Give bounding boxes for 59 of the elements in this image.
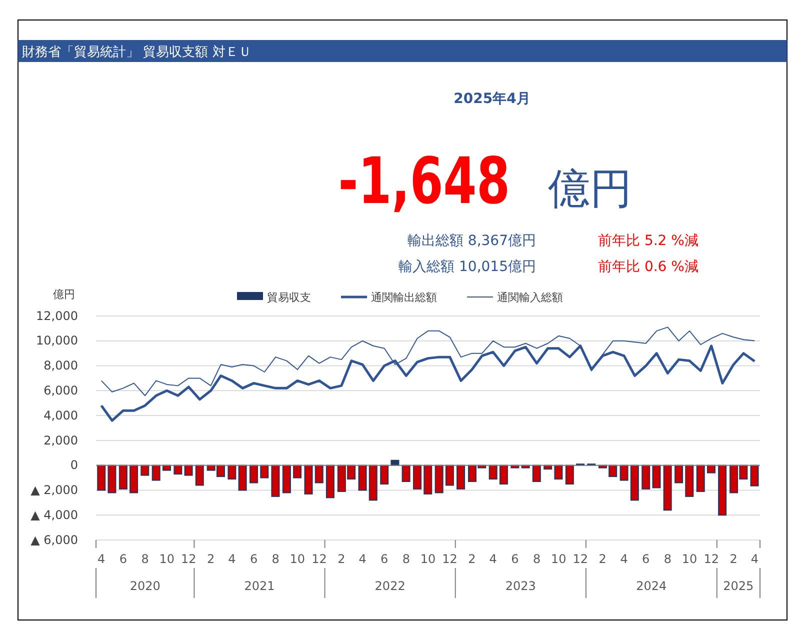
text: 2025 [723, 579, 754, 593]
x-tick-label: 12 [181, 552, 196, 566]
x-tick-label: 10 [420, 552, 436, 566]
y-tick-label: ▲ 2,000 [30, 483, 78, 498]
y-tick-label: 6,000 [44, 384, 78, 398]
y-tick-label: 0 [70, 458, 78, 472]
x-tick-label: 4 [98, 552, 106, 566]
x-tick-label: 12 [572, 552, 588, 566]
legend-label: 通関輸出総額 [371, 291, 437, 304]
x-tick-label: 2 [468, 552, 476, 566]
x-tick-label: 4 [228, 552, 236, 566]
x-tick-label: 4 [358, 552, 366, 566]
x-tick-label: 6 [250, 552, 258, 566]
x-tick-label: 10 [290, 552, 306, 566]
legend-label: 貿易収支 [267, 291, 311, 304]
x-tick-label: 6 [119, 552, 128, 566]
x-tick-label: 2 [207, 552, 215, 566]
text: 2024 [636, 579, 667, 593]
x-tick-label: 12 [312, 552, 327, 566]
x-tick-label: 10 [159, 552, 174, 566]
x-tick-label: 4 [620, 552, 628, 566]
x-tick-label: 10 [550, 552, 566, 566]
x-tick-label: 6 [511, 552, 519, 566]
x-tick-label: 4 [750, 552, 758, 566]
x-tick-label: 8 [402, 552, 410, 566]
text: 2025年4月 [454, 91, 530, 107]
x-tick-label: 8 [141, 552, 149, 566]
chart-title: 財務省「貿易統計」 貿易収支額 対ＥＵ [22, 44, 252, 60]
x-tick-label: 6 [642, 552, 650, 566]
y-tick-label: 10,000 [36, 334, 78, 348]
y-tick-label: 8,000 [44, 358, 78, 373]
x-tick-label: 12 [704, 552, 719, 566]
text: 輸入総額 10,015億円 [398, 259, 536, 275]
text: -1,648 [338, 144, 510, 219]
y-tick-label: 12,000 [36, 308, 78, 323]
x-tick-label: 12 [442, 552, 458, 566]
text: 輸出総額 8,367億円 [407, 233, 536, 249]
x-tick-label: 8 [532, 552, 541, 566]
x-tick-label: 10 [682, 552, 698, 566]
text: 2022 [374, 579, 406, 593]
text: 2021 [244, 579, 275, 593]
x-tick-label: 2 [730, 552, 738, 566]
legend-label: 通関輸入総額 [497, 291, 563, 304]
text: 前年比 5.2 %減 [598, 233, 698, 249]
y-tick-label: ▲ 6,000 [30, 532, 78, 547]
x-tick-label: 6 [380, 552, 388, 566]
y-tick-label: ▲ 4,000 [30, 508, 78, 522]
x-tick-label: 2 [338, 552, 346, 566]
y-axis-title: 億円 [53, 288, 75, 301]
text: 2020 [130, 579, 160, 593]
x-tick-label: 2 [598, 552, 606, 566]
text: 前年比 0.6 %減 [598, 259, 698, 275]
text: 2023 [505, 579, 536, 593]
x-tick-label: 8 [272, 552, 280, 566]
y-tick-label: 2,000 [44, 433, 78, 448]
text: 億円 [548, 164, 632, 213]
x-tick-label: 4 [489, 552, 497, 566]
x-tick-label: 8 [664, 552, 672, 566]
y-tick-label: 4,000 [44, 408, 78, 422]
